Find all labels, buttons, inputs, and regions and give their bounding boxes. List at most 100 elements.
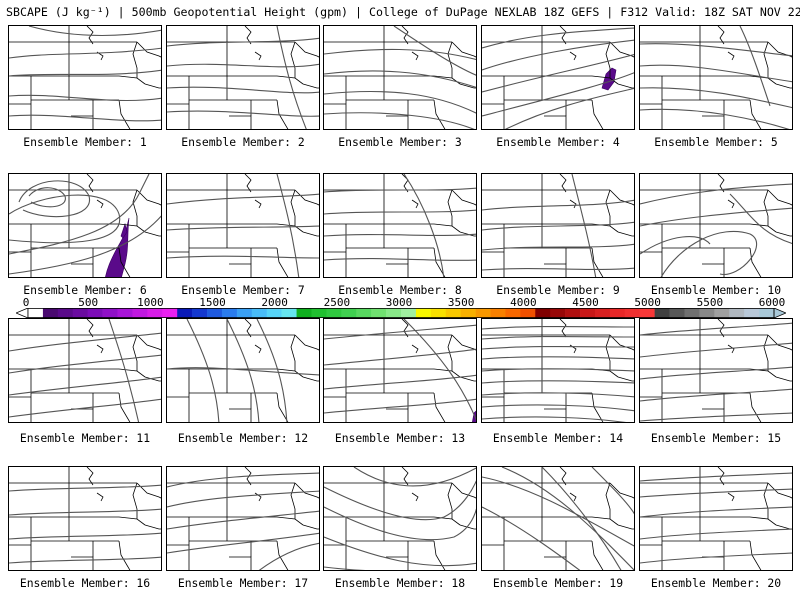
colorbar-segment bbox=[72, 308, 88, 318]
state-border bbox=[118, 247, 131, 277]
height-contour bbox=[640, 528, 792, 540]
state-border bbox=[640, 190, 701, 225]
height-contour bbox=[591, 467, 634, 515]
height-contour bbox=[167, 86, 319, 94]
state-border bbox=[591, 516, 619, 526]
height-contour bbox=[482, 506, 581, 570]
state-border bbox=[617, 231, 634, 237]
state-border bbox=[118, 392, 131, 422]
colorbar-segment bbox=[386, 308, 402, 318]
height-contour bbox=[324, 48, 476, 61]
height-contour bbox=[640, 342, 792, 358]
state-border bbox=[9, 319, 70, 336]
state-border bbox=[544, 263, 567, 277]
member-map-canvas bbox=[482, 26, 634, 129]
member-label: Ensemble Member: 6 bbox=[23, 283, 147, 297]
colorbar-tick-label: 500 bbox=[78, 296, 99, 309]
height-contour bbox=[324, 324, 476, 340]
state-border bbox=[144, 83, 161, 89]
height-contour bbox=[167, 63, 319, 68]
state-border bbox=[775, 524, 792, 530]
height-contour bbox=[9, 114, 161, 122]
state-border bbox=[767, 482, 792, 499]
state-border bbox=[482, 467, 543, 484]
height-contour bbox=[256, 319, 288, 422]
state-border bbox=[433, 368, 461, 378]
state-border bbox=[386, 263, 409, 277]
member-label: Ensemble Member: 7 bbox=[181, 283, 305, 297]
height-contour bbox=[640, 412, 792, 422]
member-map-canvas bbox=[324, 26, 476, 129]
state-border bbox=[118, 368, 146, 378]
state-border bbox=[727, 199, 735, 209]
colorbar-segment bbox=[639, 308, 655, 318]
height-contour bbox=[482, 27, 634, 49]
state-border bbox=[749, 516, 777, 526]
height-contour bbox=[324, 187, 476, 193]
state-border bbox=[559, 26, 567, 45]
state-border bbox=[290, 334, 296, 371]
state-border bbox=[229, 408, 252, 422]
member-map-canvas bbox=[324, 319, 476, 422]
height-contour bbox=[258, 542, 319, 570]
ensemble-member-map bbox=[481, 318, 635, 423]
member-map-canvas bbox=[167, 319, 319, 422]
colorbar-segment bbox=[102, 308, 118, 318]
state-border bbox=[605, 334, 611, 371]
state-border bbox=[767, 189, 792, 206]
height-contour bbox=[324, 536, 476, 567]
state-border bbox=[71, 263, 94, 277]
state-border bbox=[447, 41, 453, 78]
member-label: Ensemble Member: 11 bbox=[19, 431, 151, 445]
state-border bbox=[544, 408, 567, 422]
state-border bbox=[411, 51, 419, 61]
state-border bbox=[244, 319, 252, 338]
state-border bbox=[324, 174, 385, 191]
state-border bbox=[254, 344, 262, 354]
colorbar-segment bbox=[669, 308, 685, 318]
height-contour bbox=[9, 47, 161, 59]
colorbar-segment bbox=[445, 308, 461, 318]
state-border bbox=[302, 231, 319, 237]
height-contour bbox=[9, 94, 161, 102]
height-contour bbox=[167, 255, 319, 259]
height-contour bbox=[167, 37, 319, 47]
state-border bbox=[727, 344, 735, 354]
state-border bbox=[401, 319, 409, 338]
state-border bbox=[144, 231, 161, 237]
ensemble-member-map bbox=[639, 173, 793, 278]
colorbar-tick-label: 2000 bbox=[261, 296, 288, 309]
state-border bbox=[482, 335, 543, 370]
state-border bbox=[244, 174, 252, 193]
cape-shading bbox=[105, 217, 130, 277]
colorbar-segment bbox=[296, 308, 312, 318]
state-border bbox=[559, 467, 567, 486]
height-contour bbox=[393, 26, 476, 76]
height-contour bbox=[482, 267, 634, 271]
height-contour bbox=[9, 556, 161, 564]
height-contour bbox=[482, 335, 634, 340]
state-border bbox=[482, 174, 543, 191]
state-border bbox=[324, 467, 385, 484]
state-border bbox=[609, 41, 634, 58]
state-border bbox=[167, 319, 228, 336]
height-contour bbox=[108, 319, 140, 422]
state-border bbox=[9, 467, 70, 484]
colorbar-segment bbox=[371, 308, 387, 318]
ensemble-member-map bbox=[166, 466, 320, 571]
state-border bbox=[411, 492, 419, 502]
state-border bbox=[640, 319, 701, 336]
height-contour bbox=[640, 388, 792, 402]
ensemble-member-map bbox=[639, 466, 793, 571]
state-border bbox=[617, 83, 634, 89]
colorbar-segment bbox=[87, 308, 103, 318]
height-contour bbox=[482, 404, 634, 412]
colorbar-segment bbox=[565, 308, 581, 318]
state-border bbox=[118, 99, 131, 129]
height-contour bbox=[226, 319, 260, 422]
state-border bbox=[294, 189, 319, 206]
height-contour bbox=[324, 374, 476, 390]
state-border bbox=[451, 41, 476, 58]
state-border bbox=[324, 319, 385, 336]
member-map-canvas bbox=[167, 467, 319, 570]
